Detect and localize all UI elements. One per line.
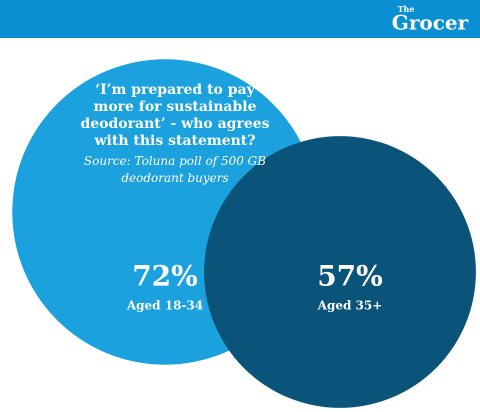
brand-name: Grocer bbox=[392, 11, 469, 35]
value-label: 57% bbox=[317, 260, 383, 293]
title-box: ‘I’m prepared to pay more for sustainabl… bbox=[80, 82, 270, 185]
category-label: Aged 35+ bbox=[317, 299, 383, 313]
category-label: Aged 18-34 bbox=[126, 299, 203, 313]
header-bar bbox=[0, 0, 480, 38]
brand-small: The bbox=[398, 4, 415, 14]
bubble bbox=[204, 136, 476, 408]
chart-title: ‘I’m prepared to pay more for sustainabl… bbox=[80, 82, 270, 149]
chart-subtitle: Source: Toluna poll of 500 GB deodorant … bbox=[83, 154, 267, 185]
value-label: 72% bbox=[132, 260, 198, 293]
